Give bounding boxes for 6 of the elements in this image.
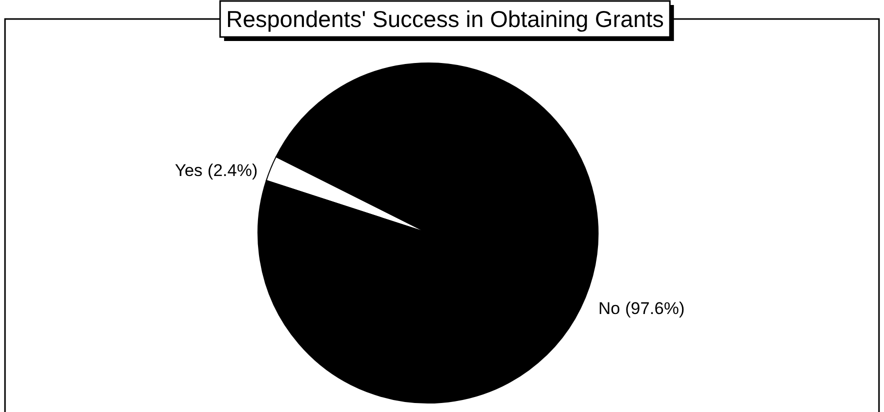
chart-title: Respondents' Success in Obtaining Grants	[226, 6, 664, 32]
pie-slice	[258, 62, 598, 404]
data-label: (2.4%)	[208, 160, 258, 180]
slice-label: No	[598, 299, 620, 318]
slice-label: Yes	[174, 160, 203, 180]
data-label: (97.6%)	[625, 299, 685, 318]
